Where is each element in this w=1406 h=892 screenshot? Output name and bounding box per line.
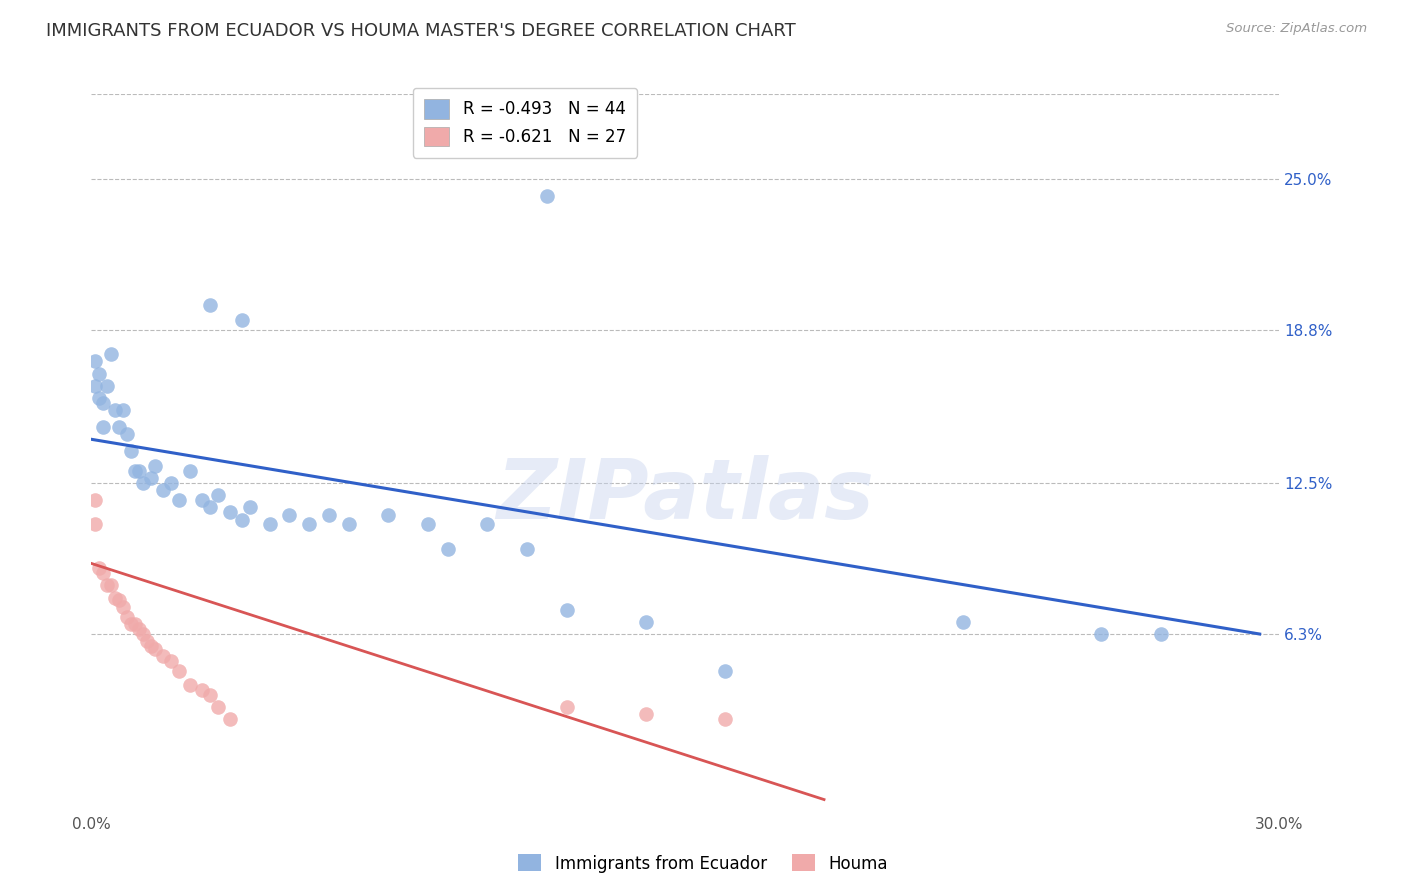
Point xyxy=(89,367,111,381)
Point xyxy=(179,678,201,692)
Point xyxy=(91,396,114,410)
Point xyxy=(96,578,118,592)
Point xyxy=(259,517,281,532)
Point xyxy=(516,541,538,556)
Point xyxy=(239,500,262,515)
Point xyxy=(200,688,222,702)
Point xyxy=(1150,627,1173,641)
Point xyxy=(159,476,181,491)
Point xyxy=(278,508,301,522)
Point xyxy=(555,603,578,617)
Point xyxy=(124,464,146,478)
Point xyxy=(377,508,399,522)
Point xyxy=(179,464,201,478)
Point xyxy=(200,500,222,515)
Text: IMMIGRANTS FROM ECUADOR VS HOUMA MASTER'S DEGREE CORRELATION CHART: IMMIGRANTS FROM ECUADOR VS HOUMA MASTER'… xyxy=(46,22,796,40)
Point xyxy=(231,313,253,327)
Point xyxy=(108,420,131,434)
Point xyxy=(298,517,321,532)
Point xyxy=(89,561,111,575)
Point xyxy=(89,391,111,405)
Point xyxy=(416,517,439,532)
Point xyxy=(436,541,458,556)
Point xyxy=(555,700,578,714)
Point xyxy=(124,617,146,632)
Point xyxy=(139,471,162,485)
Point xyxy=(714,712,737,726)
Point xyxy=(128,464,150,478)
Point xyxy=(337,517,360,532)
Point xyxy=(100,578,122,592)
Point xyxy=(318,508,340,522)
Point xyxy=(104,591,127,605)
Point xyxy=(167,493,190,508)
Point xyxy=(96,378,118,392)
Point xyxy=(191,493,214,508)
Point xyxy=(477,517,499,532)
Point xyxy=(132,476,155,491)
Point xyxy=(219,712,242,726)
Legend: Immigrants from Ecuador, Houma: Immigrants from Ecuador, Houma xyxy=(512,847,894,880)
Point xyxy=(84,354,107,368)
Point xyxy=(536,189,558,203)
Point xyxy=(84,378,107,392)
Point xyxy=(128,622,150,636)
Point xyxy=(112,403,135,417)
Point xyxy=(84,493,107,508)
Point xyxy=(152,648,174,663)
Point xyxy=(132,627,155,641)
Point xyxy=(207,488,229,502)
Legend: R = -0.493   N = 44, R = -0.621   N = 27: R = -0.493 N = 44, R = -0.621 N = 27 xyxy=(412,87,637,158)
Point xyxy=(115,427,138,442)
Point xyxy=(143,459,166,474)
Point xyxy=(231,513,253,527)
Point xyxy=(91,566,114,581)
Point xyxy=(207,700,229,714)
Point xyxy=(714,664,737,678)
Point xyxy=(135,634,157,648)
Text: Source: ZipAtlas.com: Source: ZipAtlas.com xyxy=(1226,22,1367,36)
Point xyxy=(91,420,114,434)
Point xyxy=(1090,627,1112,641)
Point xyxy=(104,403,127,417)
Point xyxy=(634,615,657,629)
Point xyxy=(152,483,174,498)
Point xyxy=(167,664,190,678)
Point xyxy=(143,641,166,656)
Point xyxy=(139,639,162,653)
Text: ZIPatlas: ZIPatlas xyxy=(496,455,875,536)
Point xyxy=(120,444,142,458)
Point xyxy=(191,683,214,698)
Point xyxy=(200,298,222,312)
Point xyxy=(112,600,135,615)
Point xyxy=(219,505,242,519)
Point xyxy=(84,517,107,532)
Point xyxy=(159,654,181,668)
Point xyxy=(115,610,138,624)
Point xyxy=(100,347,122,361)
Point xyxy=(952,615,974,629)
Point xyxy=(120,617,142,632)
Point xyxy=(108,593,131,607)
Point xyxy=(634,707,657,722)
